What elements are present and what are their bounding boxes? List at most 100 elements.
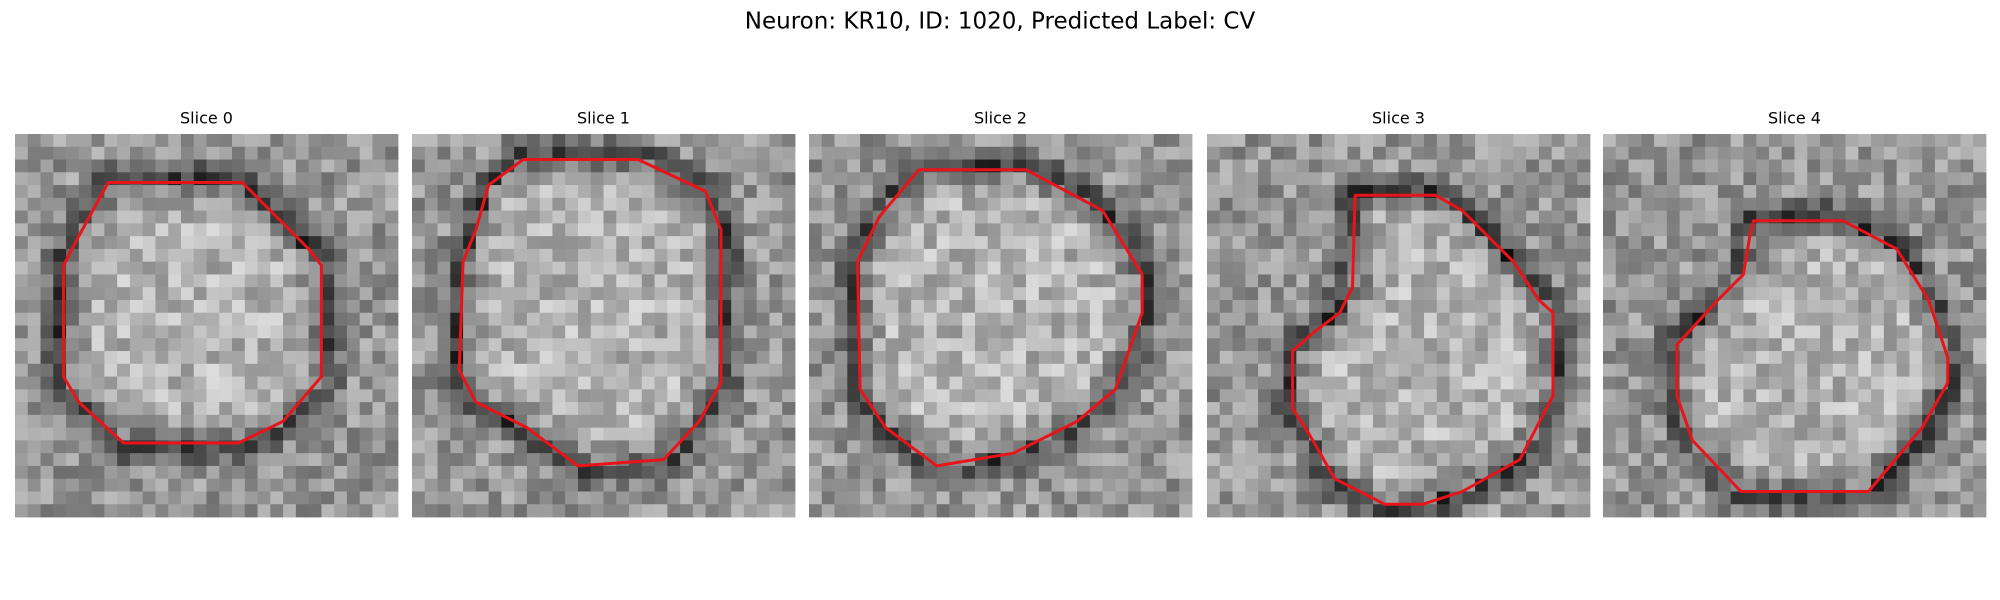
pixel — [782, 287, 796, 301]
pixel — [1794, 478, 1808, 492]
pixel — [539, 427, 553, 441]
pixel — [1270, 363, 1284, 377]
pixel — [1781, 274, 1795, 288]
pixel — [501, 504, 515, 518]
pixel — [1615, 236, 1629, 250]
pixel — [142, 146, 156, 160]
pixel — [1411, 325, 1425, 339]
pixel — [590, 504, 604, 518]
pixel — [1140, 414, 1155, 429]
pixel — [1526, 478, 1540, 492]
pixel — [283, 351, 297, 365]
pixel — [1232, 287, 1246, 301]
pixel — [1334, 248, 1348, 263]
pixel — [1960, 363, 1974, 377]
pixel — [1896, 376, 1910, 390]
pixel — [270, 287, 284, 301]
pixel — [1166, 389, 1180, 403]
pixel — [1641, 504, 1655, 518]
pixel — [1832, 376, 1846, 390]
pixel — [104, 274, 118, 288]
pixel — [295, 223, 310, 237]
pixel — [616, 312, 630, 326]
pixel — [424, 146, 438, 160]
pixel — [872, 376, 886, 390]
pixel — [1858, 312, 1872, 326]
pixel — [1334, 504, 1348, 518]
pixel — [372, 414, 386, 429]
pixel — [129, 376, 144, 390]
pixel — [1424, 504, 1438, 518]
pixel — [1538, 134, 1553, 148]
pixel — [1807, 504, 1821, 518]
pixel — [168, 338, 182, 352]
pixel — [1577, 504, 1591, 518]
pixel — [1538, 363, 1553, 377]
pixel — [1270, 172, 1284, 186]
pixel — [1219, 363, 1233, 377]
pixel — [1756, 453, 1770, 467]
pixel — [424, 504, 438, 518]
pixel — [552, 453, 566, 467]
pixel — [1372, 287, 1387, 301]
pixel — [232, 146, 246, 160]
pixel — [168, 159, 182, 173]
pixel — [1960, 274, 1974, 288]
pixel — [1526, 146, 1540, 160]
pixel — [142, 287, 156, 301]
pixel — [334, 478, 348, 492]
pixel — [142, 389, 156, 403]
pixel — [1475, 274, 1489, 288]
pixel — [66, 312, 80, 326]
pixel — [731, 491, 745, 505]
pixel — [1000, 504, 1014, 518]
pixel — [616, 351, 630, 365]
pixel — [1679, 185, 1693, 199]
pixel — [359, 491, 373, 505]
pixel — [1166, 338, 1180, 352]
pixel — [603, 351, 617, 365]
pixel — [1692, 427, 1706, 441]
pixel — [168, 210, 182, 224]
pixel — [1500, 351, 1514, 365]
pixel — [1564, 274, 1578, 288]
pixel — [359, 465, 373, 480]
pixel — [1232, 338, 1246, 352]
pixel — [270, 389, 284, 403]
pixel — [911, 312, 925, 326]
pixel — [1922, 134, 1936, 148]
pixel — [1832, 402, 1846, 416]
pixel — [1051, 197, 1065, 211]
pixel — [641, 338, 655, 352]
pixel — [1115, 248, 1129, 263]
pixel — [1462, 134, 1476, 148]
pixel — [1449, 376, 1463, 390]
pixel — [1321, 389, 1336, 403]
pixel — [168, 376, 182, 390]
pixel — [1692, 351, 1706, 365]
pixel — [1179, 299, 1193, 314]
pixel — [91, 261, 105, 275]
pixel — [1179, 453, 1193, 467]
pixel — [334, 185, 348, 199]
pixel — [1102, 146, 1116, 160]
pixel — [565, 134, 579, 148]
pixel — [244, 236, 258, 250]
pixel — [193, 478, 207, 492]
pixel — [1922, 261, 1936, 275]
pixel — [1207, 491, 1221, 505]
pixel — [1603, 465, 1617, 480]
pixel — [1475, 248, 1489, 263]
pixel — [514, 338, 528, 352]
pixel — [539, 414, 553, 429]
pixel — [1909, 478, 1923, 492]
pixel — [117, 491, 131, 505]
pixel — [1360, 338, 1374, 352]
pixel — [1449, 389, 1463, 403]
pixel — [1666, 465, 1680, 480]
pixel — [1896, 185, 1910, 199]
pixel — [629, 248, 643, 263]
pixel — [1743, 325, 1757, 339]
pixel — [1309, 312, 1323, 326]
pixel — [1500, 312, 1514, 326]
